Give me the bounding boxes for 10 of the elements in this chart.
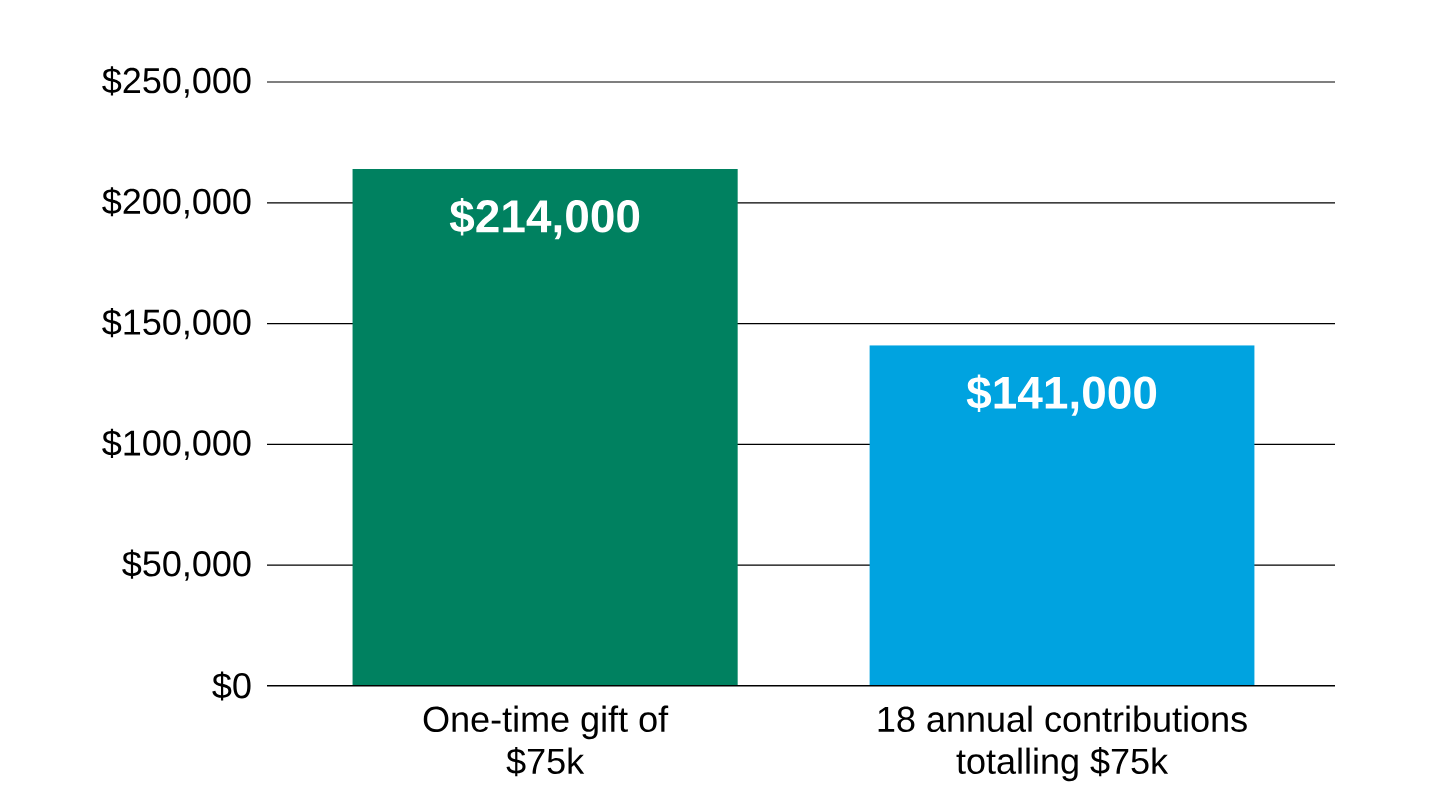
y-tick-label: $200,000: [102, 187, 251, 219]
y-tick-label: $150,000: [102, 307, 251, 340]
y-tick-label: $0: [212, 671, 251, 701]
y-tick-label: $100,000: [102, 428, 251, 461]
x-tick-label: 18 annual contributions totalling $75k: [878, 705, 1247, 782]
x-tick-label: One-time gift of $75k: [423, 705, 669, 777]
data-label: $214,000: [449, 198, 640, 240]
data-label: $141,000: [966, 374, 1157, 416]
y-tick-label: $50,000: [122, 549, 251, 581]
y-tick-label: $250,000: [102, 66, 251, 98]
